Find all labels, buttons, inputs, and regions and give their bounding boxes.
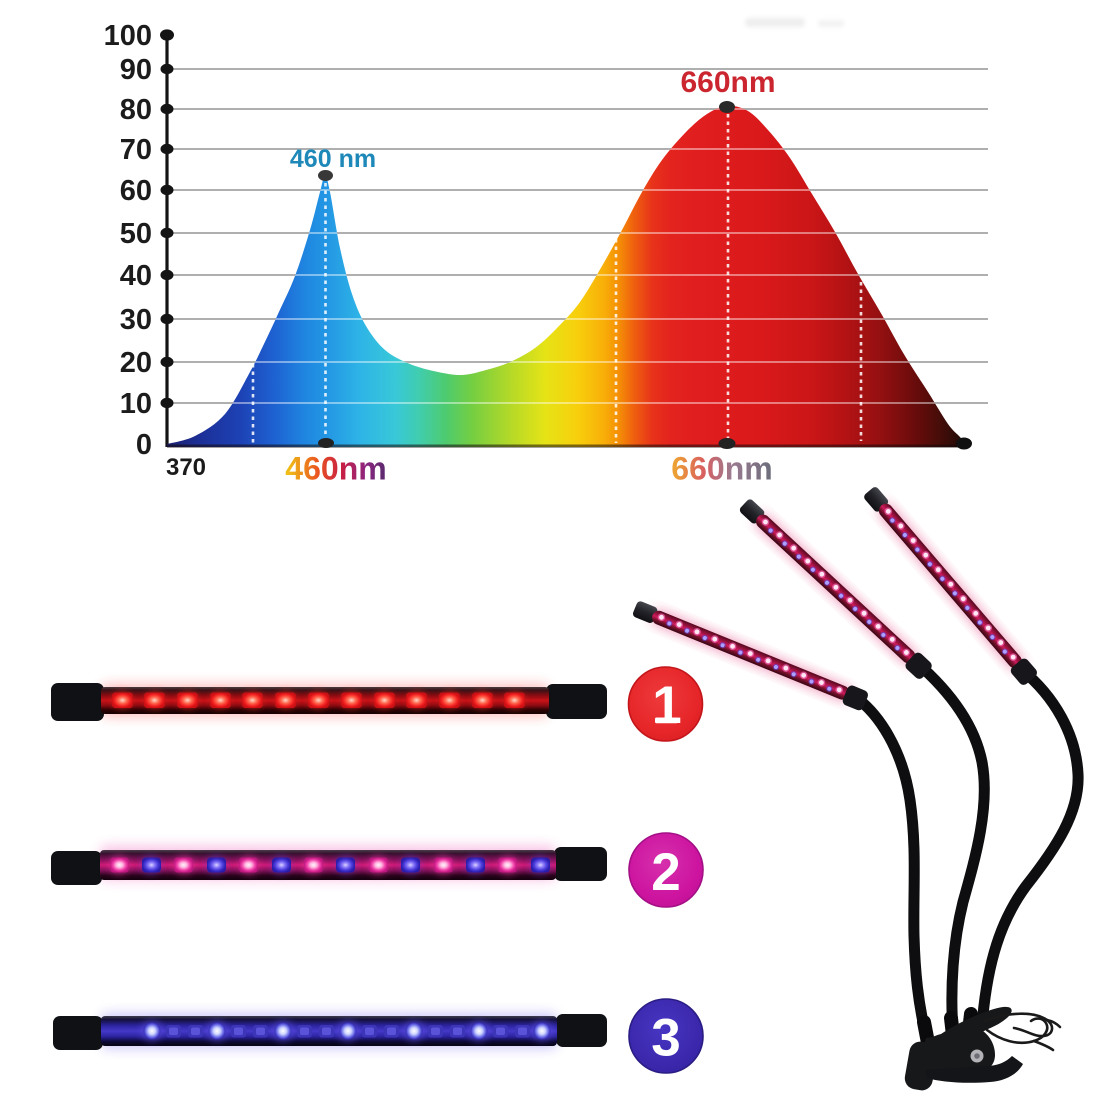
svg-text:70: 70 (120, 134, 152, 166)
svg-text:90: 90 (120, 54, 152, 86)
svg-text:80: 80 (120, 94, 152, 126)
svg-text:1: 1 (652, 676, 681, 735)
svg-text:3: 3 (651, 1009, 680, 1068)
svg-text:10: 10 (120, 388, 152, 420)
svg-text:40: 40 (120, 260, 152, 292)
svg-text:30: 30 (120, 304, 152, 336)
svg-text:460nm: 460nm (285, 451, 386, 487)
svg-text:0: 0 (136, 429, 152, 461)
svg-text:660nm: 660nm (680, 66, 775, 99)
svg-text:50: 50 (120, 218, 152, 250)
svg-text:2: 2 (651, 843, 680, 902)
svg-text:460 nm: 460 nm (290, 145, 376, 173)
svg-text:20: 20 (120, 347, 152, 379)
svg-text:370: 370 (166, 454, 206, 481)
svg-text:60: 60 (120, 175, 152, 207)
svg-text:100: 100 (104, 20, 152, 52)
svg-text:660nm: 660nm (671, 451, 772, 487)
